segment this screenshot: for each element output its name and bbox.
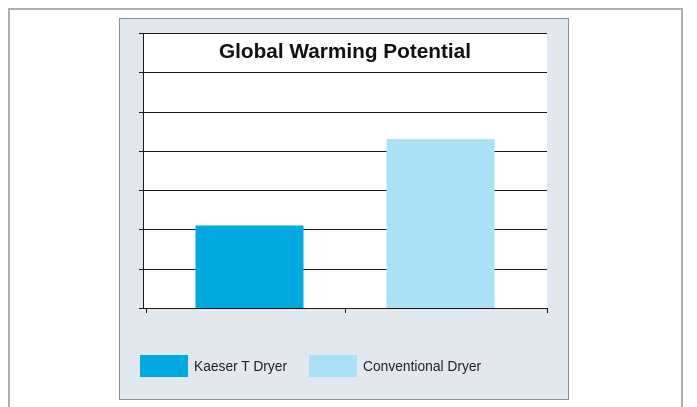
- bars: [195, 139, 495, 308]
- chart-title: Global Warming Potential: [219, 41, 471, 63]
- legend: Kaeser T Dryer Conventional Dryer: [140, 353, 506, 379]
- legend-label-kaeser: Kaeser T Dryer: [194, 357, 288, 375]
- bar-kaeser-t-dryer: [195, 225, 304, 308]
- bar-conventional-dryer: [386, 139, 495, 308]
- legend-item-conventional: Conventional Dryer: [309, 355, 491, 377]
- legend-swatch-conventional: [309, 355, 358, 377]
- axes: [139, 33, 548, 313]
- legend-swatch-kaeser: [140, 355, 188, 377]
- legend-label-conventional: Conventional Dryer: [363, 357, 482, 375]
- legend-item-kaeser: Kaeser T Dryer: [140, 355, 295, 377]
